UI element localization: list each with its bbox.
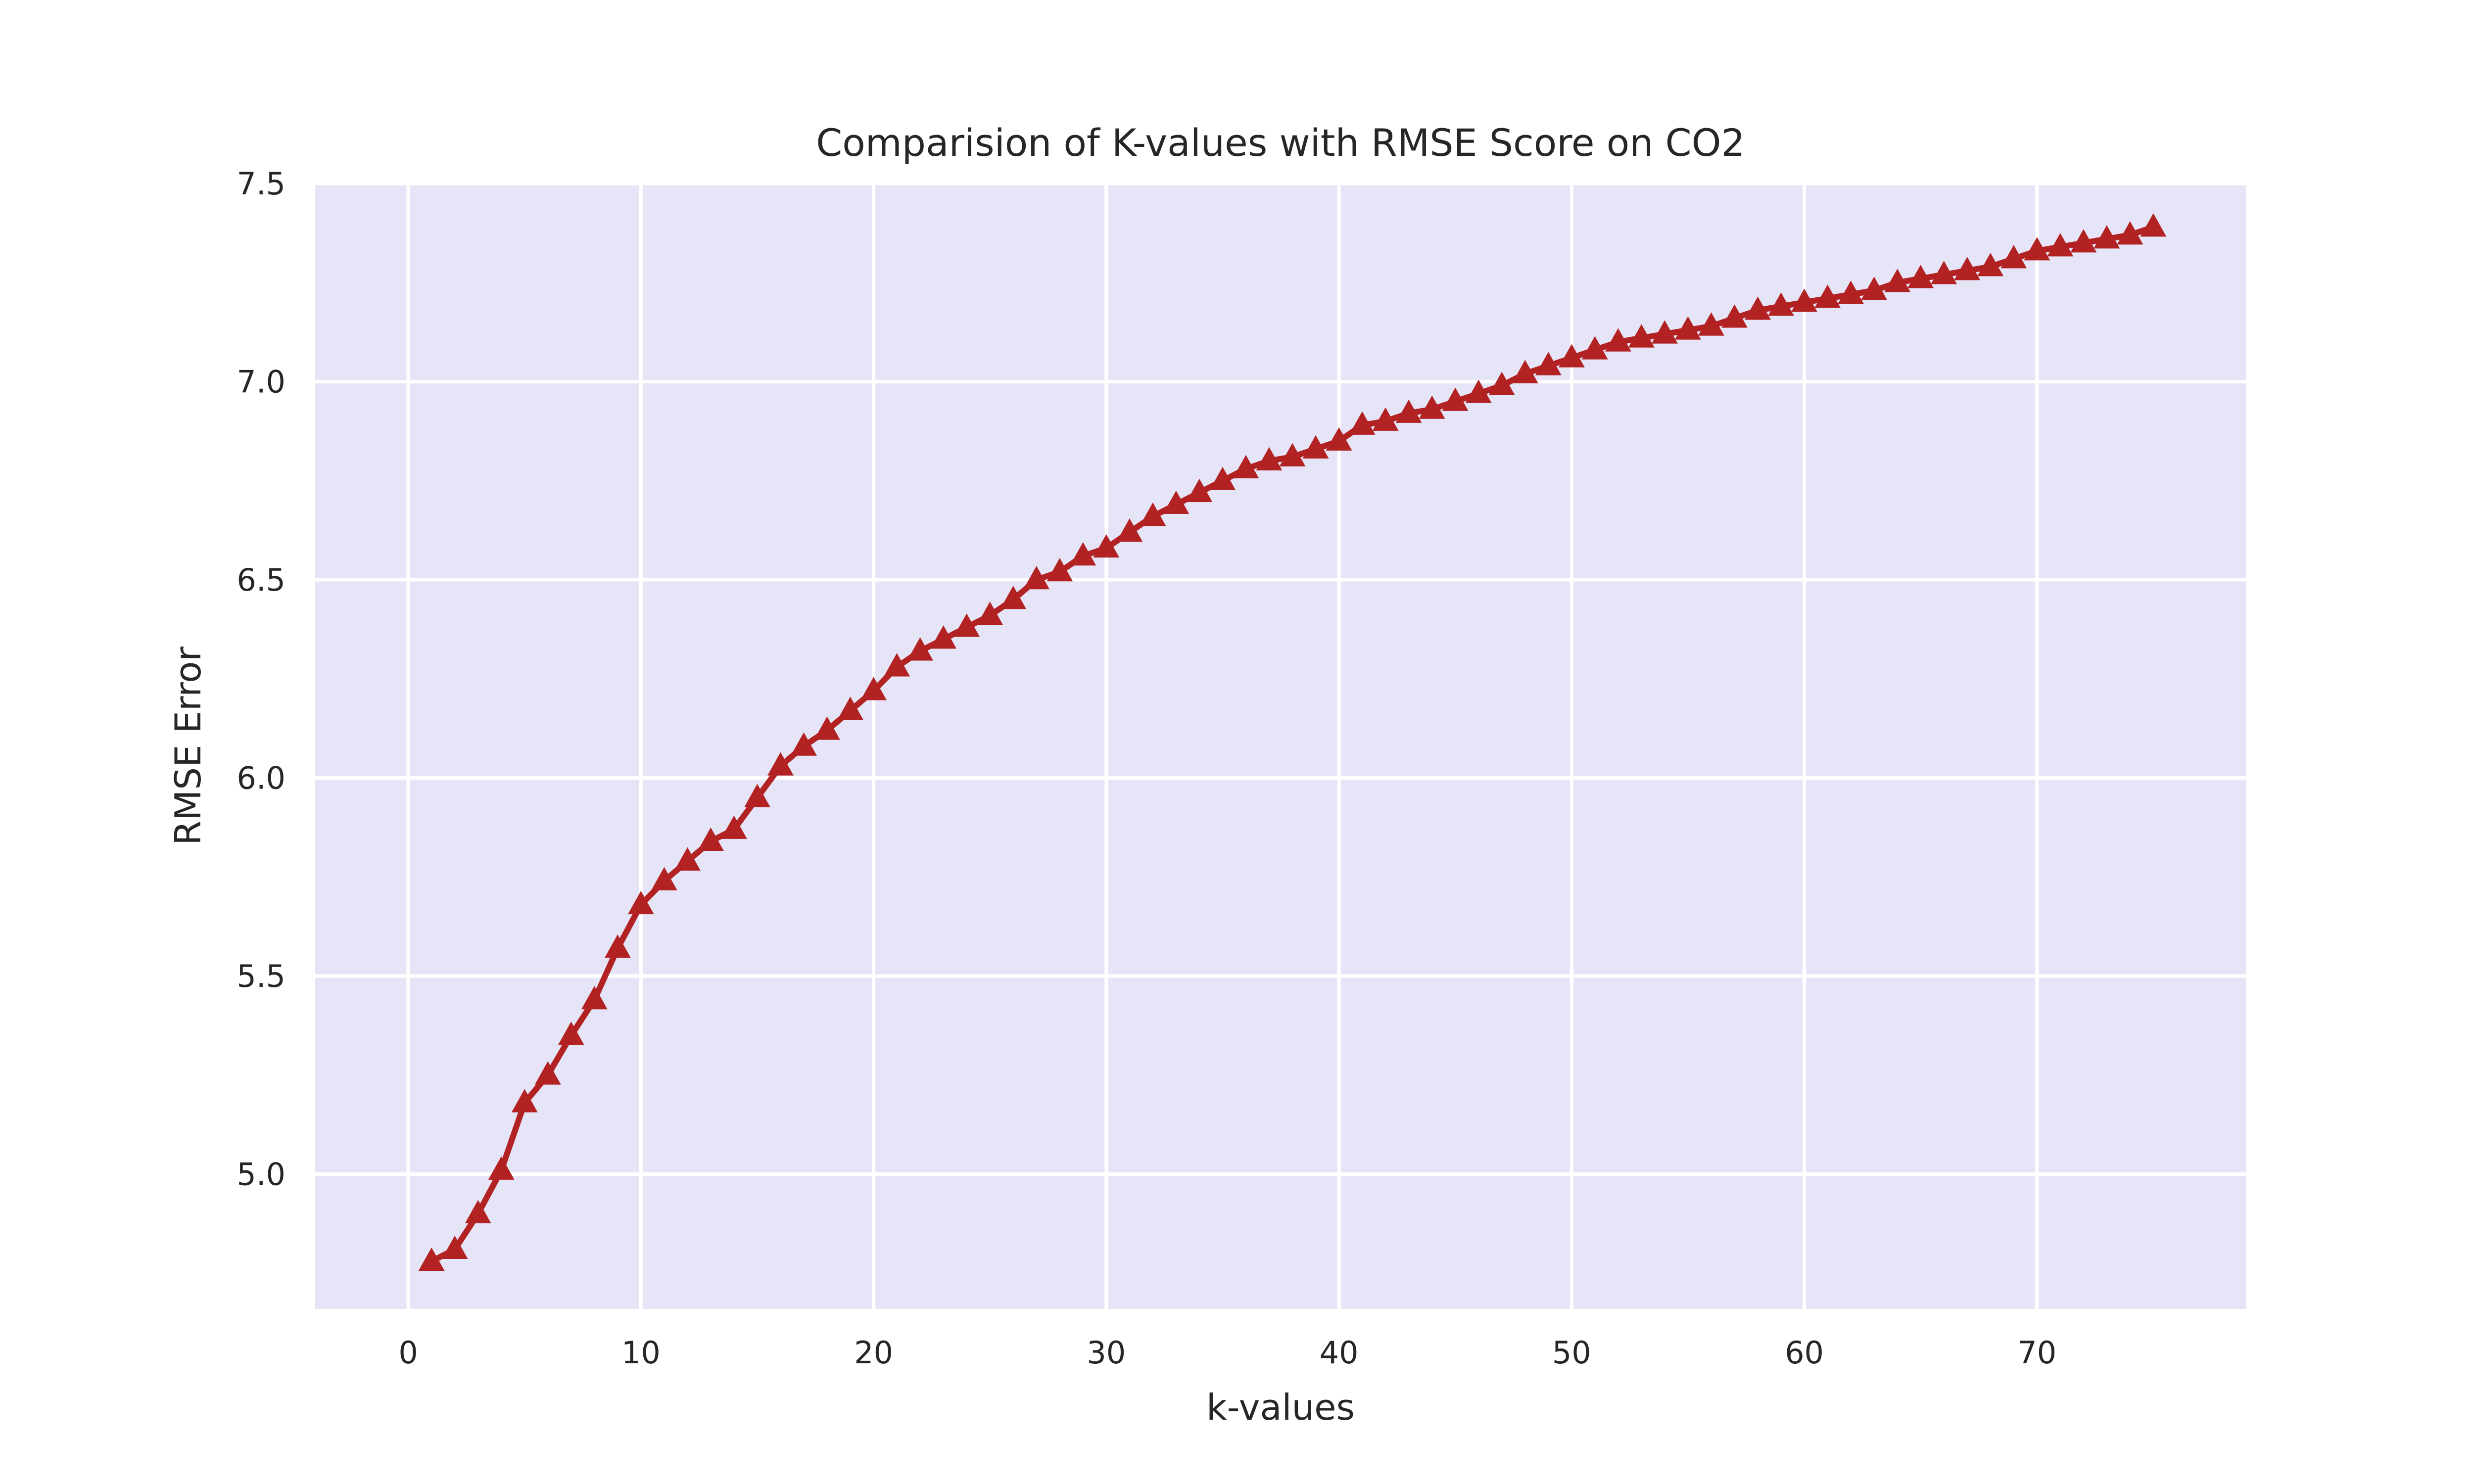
data-point-marker xyxy=(907,637,934,661)
data-point-marker xyxy=(1070,542,1096,566)
data-point-marker xyxy=(1838,280,1864,304)
y-tick-label: 5.0 xyxy=(237,1157,285,1193)
data-point-marker xyxy=(2047,233,2074,257)
data-point-marker xyxy=(744,784,770,807)
data-point-marker xyxy=(1931,261,1957,284)
data-point-marker xyxy=(721,815,747,839)
y-tick-labels: 5.0 5.5 6.0 6.5 7.0 7.5 xyxy=(237,166,285,1193)
data-point-marker xyxy=(814,716,840,740)
data-point-marker xyxy=(465,1200,491,1223)
data-point-marker xyxy=(1116,518,1143,542)
data-point-marker xyxy=(1256,447,1283,470)
data-point-marker xyxy=(1488,371,1515,395)
data-point-marker xyxy=(1000,586,1027,609)
x-tick-label: 20 xyxy=(854,1335,893,1371)
x-tick-label: 30 xyxy=(1087,1335,1126,1371)
data-point-marker xyxy=(1861,277,1888,300)
data-point-marker xyxy=(627,890,654,915)
data-point-marker xyxy=(1977,253,2004,277)
data-point-marker xyxy=(1721,304,1748,328)
data-point-marker xyxy=(2024,237,2050,261)
data-point-marker xyxy=(1442,387,1469,411)
data-point-marker xyxy=(1419,395,1445,419)
data-point-marker xyxy=(1791,288,1817,312)
data-point-marker xyxy=(441,1235,468,1259)
x-tick-label: 0 xyxy=(398,1335,418,1371)
data-point-marker xyxy=(1140,502,1166,526)
data-point-marker xyxy=(1093,534,1120,558)
data-point-marker xyxy=(1186,478,1213,503)
data-point-marker xyxy=(2117,221,2143,245)
data-point-marker xyxy=(488,1156,515,1180)
data-point-marker xyxy=(930,625,957,649)
y-axis-label: RMSE Error xyxy=(167,647,209,845)
series-layer xyxy=(418,213,2167,1271)
data-point-marker xyxy=(2140,213,2167,237)
data-point-marker xyxy=(1349,411,1376,435)
data-point-marker xyxy=(2070,229,2097,253)
chart-title: Comparision of K-values with RMSE Score … xyxy=(816,121,1745,165)
x-tick-label: 70 xyxy=(2017,1335,2056,1371)
y-tick-label: 6.0 xyxy=(237,760,285,796)
y-tick-label: 7.0 xyxy=(237,364,285,400)
data-point-marker xyxy=(651,867,677,891)
y-gridlines xyxy=(315,182,2246,1176)
y-tick-label: 5.5 xyxy=(237,958,285,994)
data-point-marker xyxy=(977,602,1003,625)
data-point-marker xyxy=(1465,379,1492,403)
data-point-marker xyxy=(1605,328,1631,352)
data-point-marker xyxy=(534,1061,561,1085)
data-point-marker xyxy=(1326,427,1352,451)
data-point-marker xyxy=(767,752,794,776)
data-point-marker xyxy=(1395,399,1422,423)
data-point-marker xyxy=(418,1247,445,1271)
data-point-marker xyxy=(1023,566,1050,590)
data-point-marker xyxy=(884,653,910,677)
data-point-marker xyxy=(1163,490,1189,514)
data-point-marker xyxy=(1047,557,1073,582)
data-point-marker xyxy=(1628,324,1655,348)
data-point-marker xyxy=(2093,225,2120,249)
data-point-marker xyxy=(1814,284,1841,308)
x-axis-label: k-values xyxy=(1206,1387,1355,1428)
data-point-marker xyxy=(1512,360,1538,383)
data-point-marker xyxy=(1907,265,1934,288)
data-point-marker xyxy=(2000,245,2027,269)
data-point-marker xyxy=(1302,435,1329,459)
x-tick-label: 40 xyxy=(1320,1335,1359,1371)
data-point-marker xyxy=(1535,352,1562,375)
data-point-marker xyxy=(1279,443,1306,466)
data-point-marker xyxy=(674,847,701,871)
data-point-marker xyxy=(1745,296,1771,320)
data-point-marker xyxy=(511,1089,538,1113)
data-point-marker xyxy=(1233,455,1259,478)
data-point-marker xyxy=(1581,336,1608,360)
x-tick-labels: 0 10 20 30 40 50 60 70 xyxy=(398,1335,2056,1371)
data-point-marker xyxy=(581,986,608,1010)
data-point-marker xyxy=(837,696,863,720)
data-point-marker xyxy=(1675,316,1701,340)
data-point-marker xyxy=(1698,312,1724,336)
data-point-marker xyxy=(791,732,817,756)
data-point-marker xyxy=(860,677,887,700)
data-point-marker xyxy=(698,827,724,851)
data-point-marker xyxy=(953,613,980,637)
plot-background xyxy=(315,184,2246,1309)
data-point-marker xyxy=(1954,257,1981,280)
data-point-marker xyxy=(1768,292,1794,316)
data-point-marker xyxy=(558,1021,584,1045)
data-point-marker xyxy=(604,934,631,958)
data-point-marker xyxy=(1209,466,1236,490)
x-tick-label: 50 xyxy=(1552,1335,1591,1371)
x-tick-label: 60 xyxy=(1785,1335,1824,1371)
data-point-marker xyxy=(1651,320,1678,344)
data-point-marker xyxy=(1372,407,1399,431)
data-point-marker xyxy=(1884,269,1911,292)
x-tick-label: 10 xyxy=(621,1335,661,1371)
y-tick-label: 6.5 xyxy=(237,562,285,598)
data-point-marker xyxy=(1558,344,1585,368)
y-tick-label: 7.5 xyxy=(237,166,285,202)
x-gridlines xyxy=(406,184,2039,1309)
